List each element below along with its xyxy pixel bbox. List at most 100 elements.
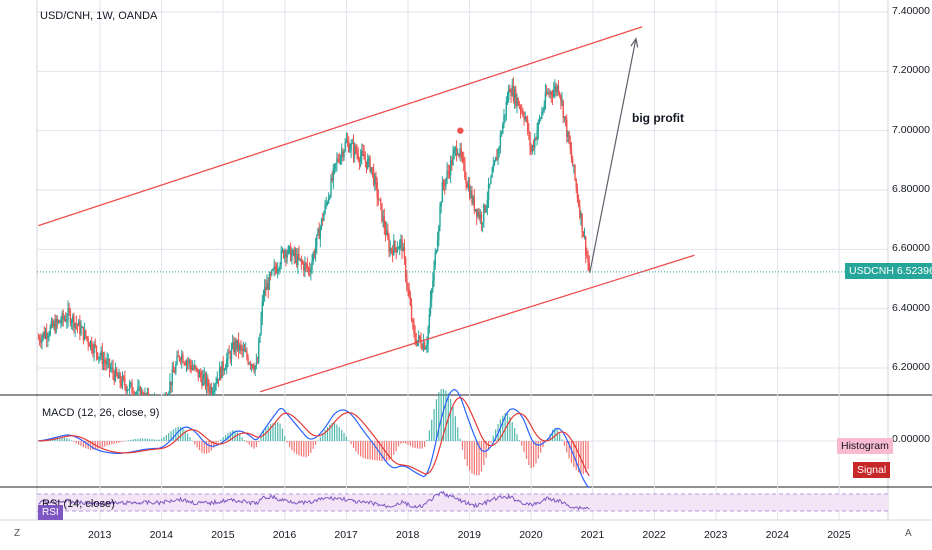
- candle-body: [441, 182, 444, 203]
- candle-body: [88, 343, 91, 347]
- candle-body: [314, 246, 317, 256]
- price-axis[interactable]: 7.40000 7.20000 7.00000 6.80000 6.60000 6.400…: [889, 0, 932, 395]
- candle-body: [214, 385, 216, 391]
- timezone-button[interactable]: Z: [14, 528, 21, 539]
- macd-histogram-bar: [345, 436, 347, 441]
- candle-body: [521, 110, 523, 112]
- candle-body: [107, 359, 109, 361]
- candle-body: [453, 149, 455, 154]
- macd-histogram-bar: [99, 441, 101, 449]
- candle-body: [60, 322, 62, 324]
- candle-body: [74, 323, 76, 329]
- candle-body: [297, 253, 299, 266]
- candle-body: [399, 241, 401, 249]
- time-axis-label: 2016: [272, 529, 297, 541]
- macd-histogram-bar: [286, 441, 288, 443]
- candle-body: [345, 140, 348, 143]
- candle-body: [77, 321, 80, 327]
- macd-legend[interactable]: MACD (12, 26, close, 9): [42, 407, 160, 419]
- macd-histogram-bar: [518, 440, 520, 441]
- macd-histogram-bar: [343, 432, 345, 441]
- macd-histogram-bar: [97, 441, 99, 449]
- macd-histogram-bar: [400, 441, 402, 444]
- candle-body: [451, 160, 453, 165]
- candle-body: [448, 171, 451, 176]
- candle-body: [575, 179, 577, 188]
- candle-body: [246, 351, 248, 358]
- macd-histogram-bar: [151, 439, 153, 441]
- candle-body: [503, 115, 505, 125]
- candle-body: [570, 149, 573, 159]
- macd-histogram-bar: [179, 427, 182, 441]
- macd-histogram-bar: [281, 428, 284, 441]
- candle-body: [184, 363, 186, 365]
- candle-body: [377, 197, 380, 201]
- candle-body: [175, 364, 177, 373]
- macd-histogram-bar: [338, 427, 340, 441]
- candle-body: [400, 239, 402, 242]
- candle-body: [474, 209, 477, 211]
- macd-histogram-bar: [203, 441, 205, 454]
- macd-histogram-bar: [476, 441, 478, 476]
- macd-histogram-bar: [540, 441, 542, 453]
- time-axis-label: 2015: [211, 529, 235, 541]
- macd-histogram-bar: [454, 416, 456, 441]
- candle-body: [460, 148, 463, 157]
- price-axis-label: 6.80000: [892, 183, 930, 195]
- main-legend[interactable]: USD/CNH, 1W, OANDA: [40, 10, 158, 22]
- candle-body: [258, 341, 260, 363]
- candle-body: [262, 295, 265, 301]
- price-axis-label: 6.60000: [892, 242, 930, 255]
- candle-body: [529, 133, 531, 147]
- candle-body: [93, 344, 95, 354]
- candle-body: [558, 92, 561, 96]
- macd-histogram-bar: [56, 437, 58, 441]
- candle-body: [118, 373, 120, 379]
- candle-body: [363, 153, 365, 160]
- candle-body: [322, 218, 324, 221]
- candle-body: [86, 336, 88, 339]
- time-axis[interactable]: 2013 2014 2015 2016 2017 2018 2019 2020 2021 2022…: [0, 520, 890, 550]
- candle-body: [532, 145, 535, 148]
- candle-body: [91, 341, 93, 351]
- candle-body: [452, 153, 454, 165]
- candle-body: [485, 206, 487, 212]
- candle-body: [136, 392, 138, 394]
- auto-scale-button[interactable]: A: [905, 528, 912, 539]
- candle-body: [337, 158, 339, 161]
- candle-body: [50, 321, 53, 327]
- candle-body: [96, 352, 99, 359]
- macd-histogram-bar: [556, 429, 558, 441]
- candle-body: [554, 86, 556, 91]
- candle-body: [239, 345, 241, 351]
- candle-body: [489, 183, 491, 185]
- macd-histogram-bar: [431, 419, 433, 441]
- candle-body: [278, 268, 280, 270]
- candle-body: [492, 164, 494, 173]
- candle-body: [561, 100, 563, 102]
- macd-histogram-bar: [277, 422, 279, 441]
- macd-histogram-bar: [255, 441, 257, 448]
- candle-body: [478, 211, 480, 218]
- candle-body: [80, 327, 82, 334]
- candle-body: [49, 326, 51, 335]
- time-axis-label: 2017: [334, 529, 358, 541]
- macd-histogram-bar: [326, 427, 329, 441]
- macd-histogram-bar: [352, 441, 355, 448]
- candle-body: [44, 331, 47, 338]
- candle-body: [534, 138, 536, 148]
- candle-body: [579, 205, 581, 218]
- candle-body: [307, 268, 310, 270]
- macd-histogram-bar: [189, 437, 191, 441]
- annotation-big-profit[interactable]: big profit: [632, 111, 684, 125]
- candle-body: [55, 318, 57, 332]
- candle-body: [525, 117, 528, 120]
- candle-body: [230, 347, 233, 360]
- candle-body: [98, 356, 100, 359]
- candle-body: [571, 158, 574, 167]
- macd-histogram-bar: [274, 422, 276, 441]
- candle-body: [172, 369, 175, 373]
- macd-histogram-bar: [445, 390, 447, 441]
- candle-body: [145, 393, 147, 395]
